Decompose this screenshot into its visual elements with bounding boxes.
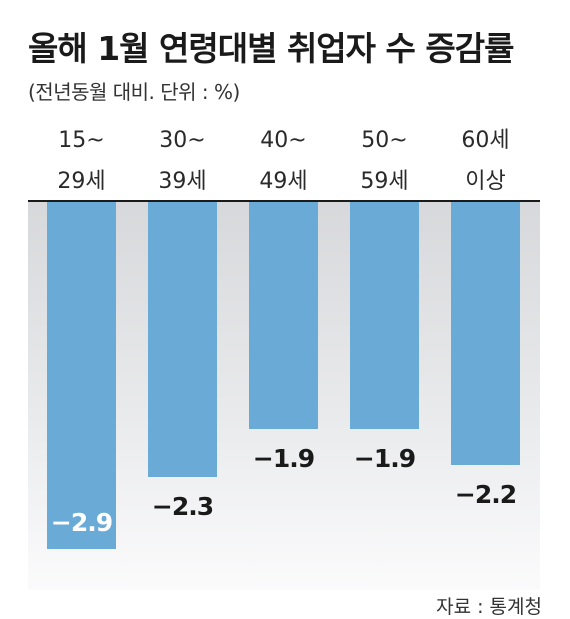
x-tick-label-2-1: 49세	[259, 169, 307, 194]
x-tick-label-4-0: 60세	[461, 128, 509, 153]
data-label-3: −1.9	[354, 444, 415, 473]
chart-subtitle: (전년동월 대비. 단위 : %)	[28, 80, 240, 104]
source-note: 자료 : 통계청	[436, 596, 542, 618]
bar-3	[350, 201, 419, 429]
data-label-0: −2.9	[51, 508, 112, 537]
data-label-2: −1.9	[253, 444, 314, 473]
x-tick-label-4-1: 이상	[465, 169, 505, 194]
x-tick-label-0-0: 15~	[58, 128, 104, 153]
data-label-4: −2.2	[455, 480, 516, 509]
data-label-1: −2.3	[152, 492, 213, 521]
x-tick-label-0-1: 29세	[57, 169, 105, 194]
bar-2	[249, 201, 318, 429]
bar-1	[148, 201, 217, 477]
x-tick-label-3-0: 50~	[361, 128, 407, 153]
bar-0	[47, 201, 116, 549]
x-tick-label-1-0: 30~	[159, 128, 205, 153]
chart-title: 올해 1월 연령대별 취업자 수 증감률	[28, 29, 514, 68]
bar-4	[451, 201, 520, 465]
x-tick-label-1-1: 39세	[158, 169, 206, 194]
x-tick-label-2-0: 40~	[260, 128, 306, 153]
x-tick-label-3-1: 59세	[360, 169, 408, 194]
